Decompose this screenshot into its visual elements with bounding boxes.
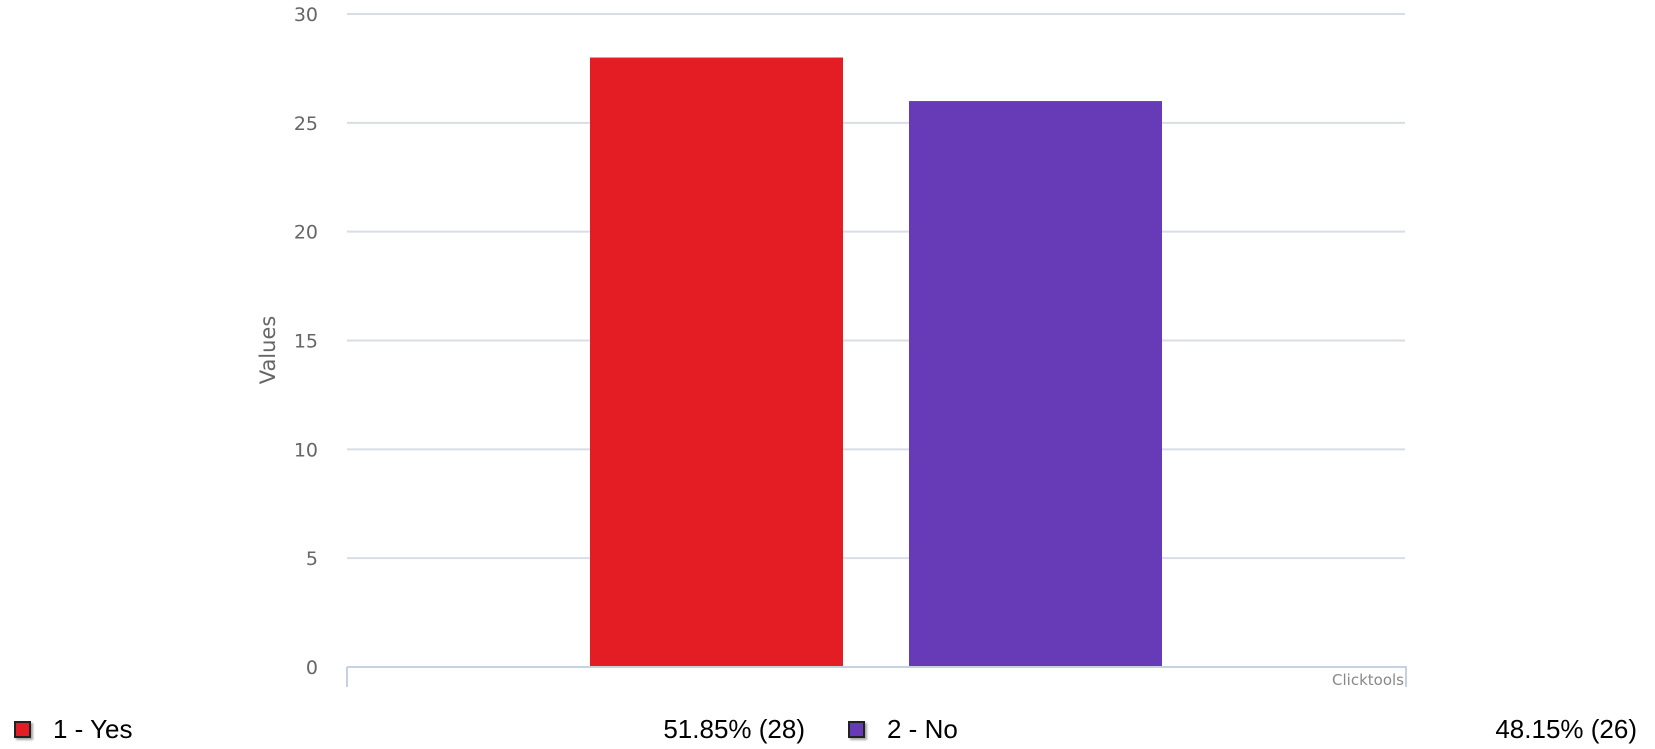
legend-swatch-no [848, 720, 865, 738]
legend-item-no: 2 - No [848, 712, 958, 746]
legend-item-yes: 1 - Yes [14, 712, 133, 746]
y-tick-label: 20 [294, 222, 318, 244]
bar-yes [590, 57, 843, 668]
y-tick-label: 5 [306, 548, 318, 570]
legend-value-yes: 51.85% (28) [663, 714, 805, 744]
y-axis-ticks: 0 5 10 15 20 25 30 [294, 4, 318, 679]
chart-credit: Clicktools [1332, 671, 1404, 689]
legend-value-no: 48.15% (26) [1495, 714, 1637, 744]
y-tick-label: 30 [294, 4, 318, 26]
y-tick-label: 15 [294, 331, 318, 353]
bar-no [909, 101, 1162, 668]
y-tick-label: 10 [294, 439, 318, 461]
y-axis-title: Values [256, 316, 280, 385]
legend-swatch-yes [14, 720, 31, 738]
bar-chart: 0 5 10 15 20 25 30 Values Clicktools [256, 4, 1407, 689]
bars [590, 57, 1162, 668]
gridlines [347, 13, 1405, 560]
y-tick-label: 0 [306, 657, 318, 679]
legend-label-yes: 1 - Yes [53, 713, 133, 744]
legend-label-no: 2 - No [887, 713, 958, 744]
y-tick-label: 25 [294, 113, 318, 135]
